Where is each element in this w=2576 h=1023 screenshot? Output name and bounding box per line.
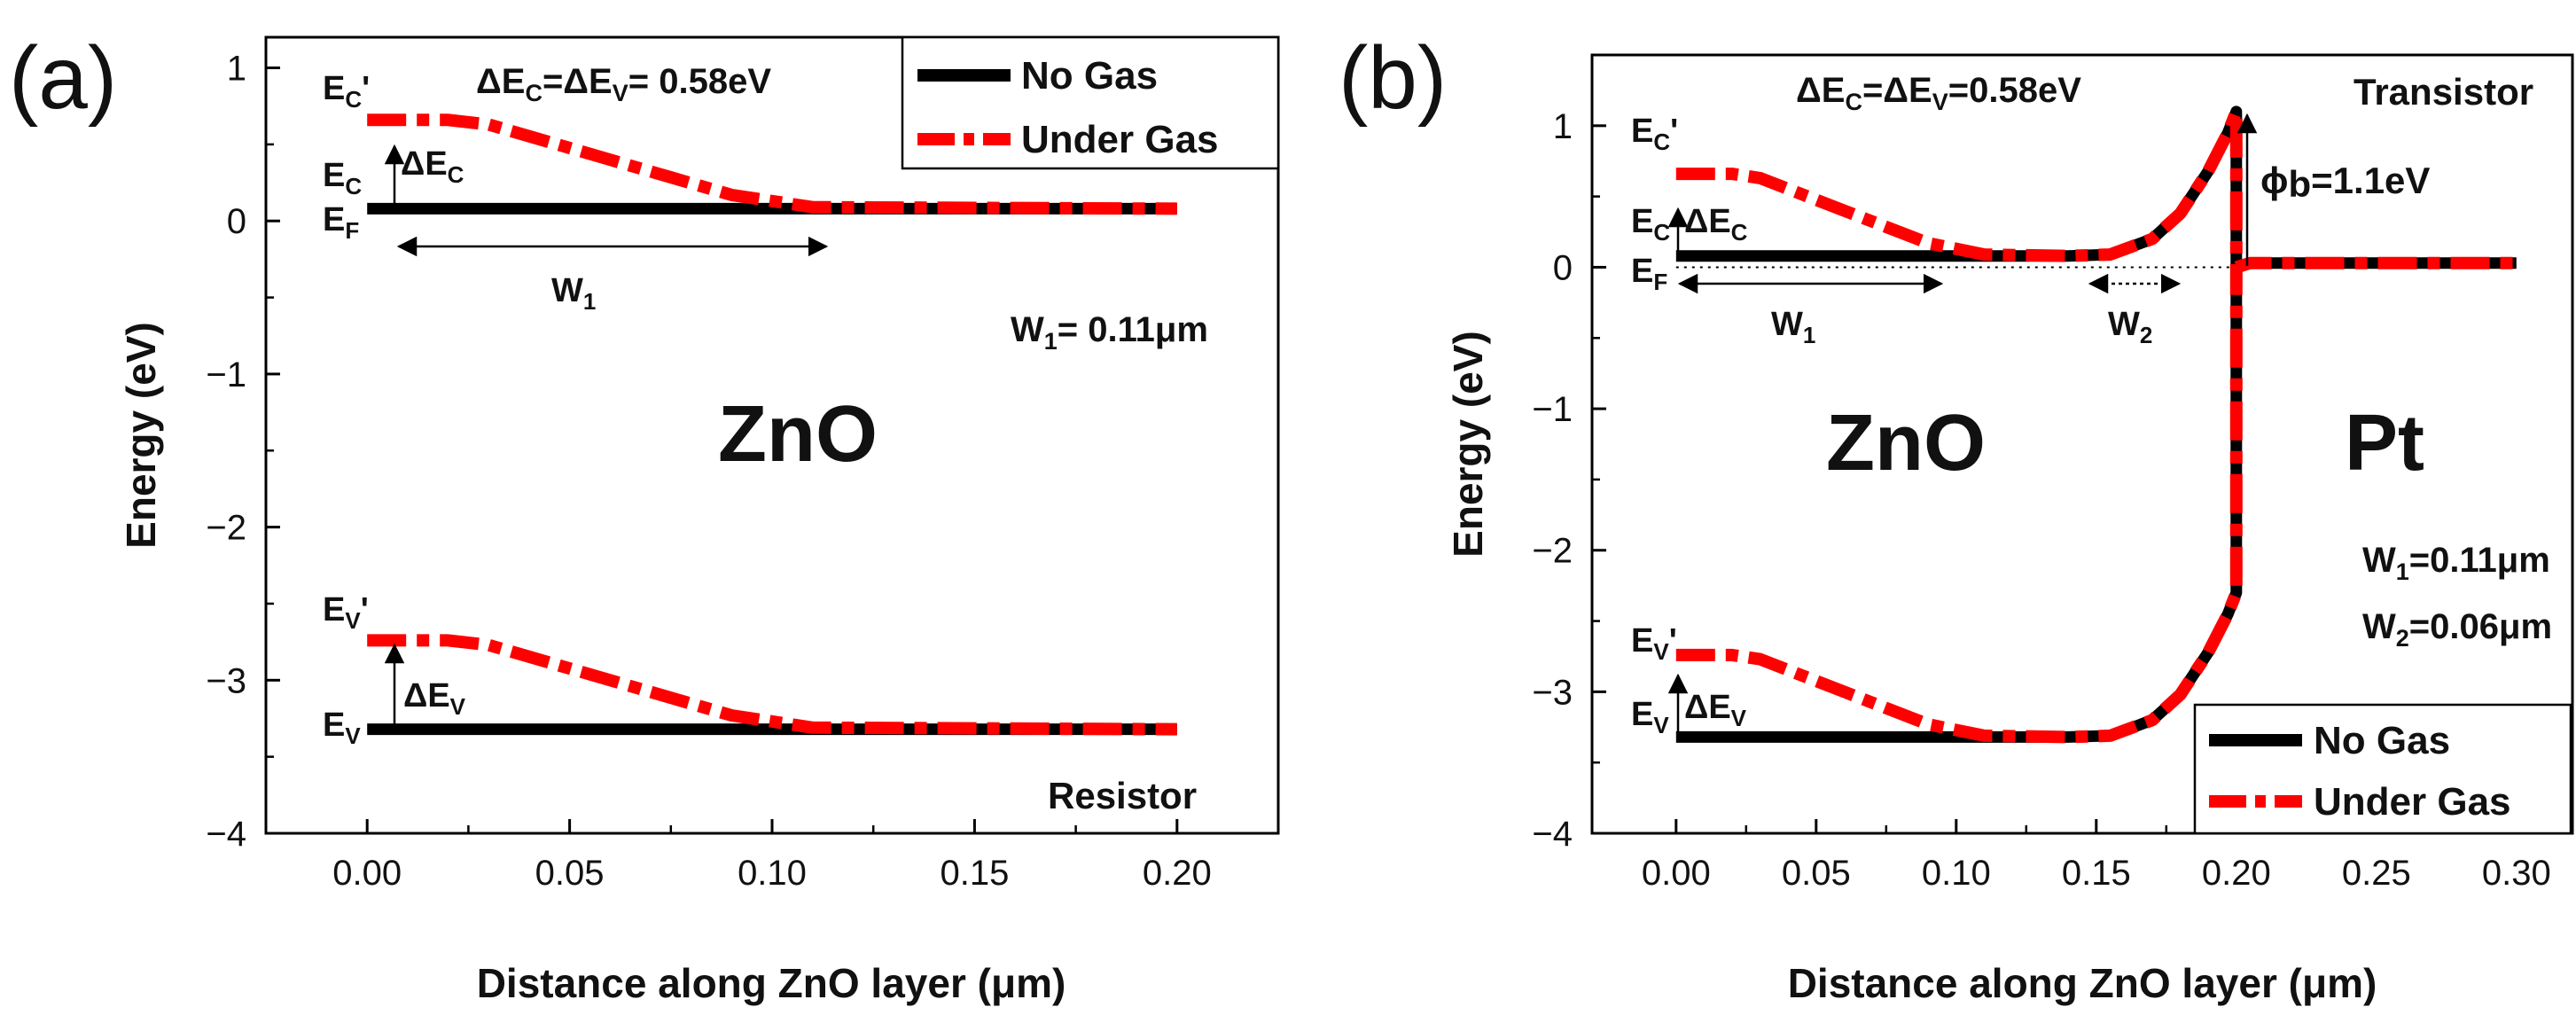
delta-ec-label: ΔEC <box>1684 203 1748 246</box>
w2-label: W2 <box>2108 306 2152 348</box>
panel-b: (b) 0.00 0.05 0.10 0.15 0.20 0.25 0.30 1 0 −1 −2 −3… <box>1339 28 2574 1006</box>
x-tick-label: 0.10 <box>738 854 807 893</box>
panel-a-label: (a) <box>9 28 117 128</box>
delta-ec-label: ΔEC <box>401 145 464 188</box>
delta-e-equation: ΔEC=ΔEV=0.58eV <box>1796 71 2081 115</box>
device-label-resistor: Resistor <box>1048 775 1197 816</box>
ec-prime-label: EC' <box>323 70 370 113</box>
panel-b-label: (b) <box>1339 28 1447 128</box>
delta-ev-label: ΔEV <box>1684 689 1747 731</box>
panel-b-series <box>1675 105 2517 744</box>
panel-b-x-axis-label: Distance along ZnO layer (μm) <box>1788 960 2377 1006</box>
w2-value: W2=0.06μm <box>2362 607 2552 652</box>
y-tick-label: −3 <box>206 661 246 700</box>
panel-a: (a) 0.00 0.05 0.10 0.15 0.20 1 0 −1 −2 −3 −4 Energ… <box>9 28 1280 1006</box>
panel-b-legend-box <box>2193 703 2572 835</box>
x-tick-label: 0.15 <box>2062 854 2131 893</box>
ev-prime-label: EV' <box>1631 622 1677 665</box>
ec-prime-label: EC' <box>1631 113 1678 155</box>
panel-a-y-axis-label: Energy (eV) <box>118 322 164 549</box>
legend-label-under-gas: Under Gas <box>1021 118 1219 161</box>
y-tick-label: −4 <box>206 815 246 854</box>
under-gas-conduction-band-line <box>1675 105 2517 274</box>
y-tick-label: −1 <box>1532 390 1573 429</box>
x-tick-label: 0.20 <box>2202 854 2271 893</box>
legend-label-no-gas: No Gas <box>1021 54 1158 98</box>
y-tick-label: −1 <box>206 355 246 394</box>
y-tick-label: 0 <box>227 202 246 241</box>
y-tick-label: 0 <box>1553 248 1573 287</box>
x-tick-label: 0.30 <box>2482 854 2551 893</box>
y-tick-label: −4 <box>1532 815 1573 854</box>
w1-label: W1 <box>1771 306 1815 348</box>
delta-e-equation: ΔEC=ΔEV= 0.58eV <box>476 62 771 106</box>
ev-label: EV <box>1631 696 1669 738</box>
x-tick-label: 0.10 <box>1922 854 1991 893</box>
w1-value: W1=0.11μm <box>2362 541 2550 585</box>
ev-label: EV <box>323 707 361 749</box>
w1-value: W1= 0.11μm <box>1011 310 1208 355</box>
material-label-zno: ZnO <box>718 390 878 479</box>
panel-b-ticks: 0.00 0.05 0.10 0.15 0.20 0.25 0.30 1 0 −1 −2 −3 −4 <box>1532 107 2550 893</box>
x-tick-label: 0.00 <box>332 854 402 893</box>
panel-a-series <box>367 113 1177 736</box>
material-label-zno: ZnO <box>1826 399 1986 488</box>
x-tick-label: 0.25 <box>2342 854 2411 893</box>
panel-b-y-axis-label: Energy (eV) <box>1445 331 1491 558</box>
ec-label: EC <box>323 157 362 199</box>
y-tick-label: −2 <box>206 509 246 548</box>
ec-label: EC <box>1631 203 1670 246</box>
y-tick-label: 1 <box>1553 107 1573 146</box>
x-tick-label: 0.15 <box>940 854 1009 893</box>
x-tick-label: 0.05 <box>535 854 605 893</box>
x-tick-label: 0.20 <box>1143 854 1212 893</box>
legend-label-no-gas: No Gas <box>2314 719 2450 762</box>
y-tick-label: −2 <box>1532 532 1573 571</box>
x-tick-label: 0.05 <box>1782 854 1851 893</box>
y-tick-label: −3 <box>1532 673 1573 712</box>
material-label-pt: Pt <box>2345 399 2424 488</box>
under-gas-valence-band-line <box>367 634 1177 736</box>
ef-label: EF <box>323 201 359 244</box>
under-gas-conduction-band-line <box>367 113 1177 215</box>
y-tick-label: 1 <box>227 50 246 89</box>
panel-a-legend-box <box>901 35 1280 170</box>
delta-ev-label: ΔEV <box>403 677 466 720</box>
ev-prime-label: EV' <box>323 591 369 634</box>
x-tick-label: 0.00 <box>1642 854 1711 893</box>
under-gas-valence-band-line <box>1675 267 2243 744</box>
panel-b-legend: No Gas Under Gas <box>2193 703 2572 835</box>
device-label-transistor: Transistor <box>2354 71 2533 113</box>
legend-label-under-gas: Under Gas <box>2314 780 2511 824</box>
phi-b-label: ϕb=1.1eV <box>2260 160 2430 205</box>
panel-b-plot-frame <box>1590 53 2574 835</box>
ef-label: EF <box>1631 253 1667 295</box>
w1-label: W1 <box>551 272 596 315</box>
panel-a-x-axis-label: Distance along ZnO layer (μm) <box>477 960 1066 1006</box>
panel-a-legend: No Gas Under Gas <box>901 35 1280 170</box>
panel-a-ticks: 0.00 0.05 0.10 0.15 0.20 1 0 −1 −2 −3 −4 <box>206 50 1211 893</box>
